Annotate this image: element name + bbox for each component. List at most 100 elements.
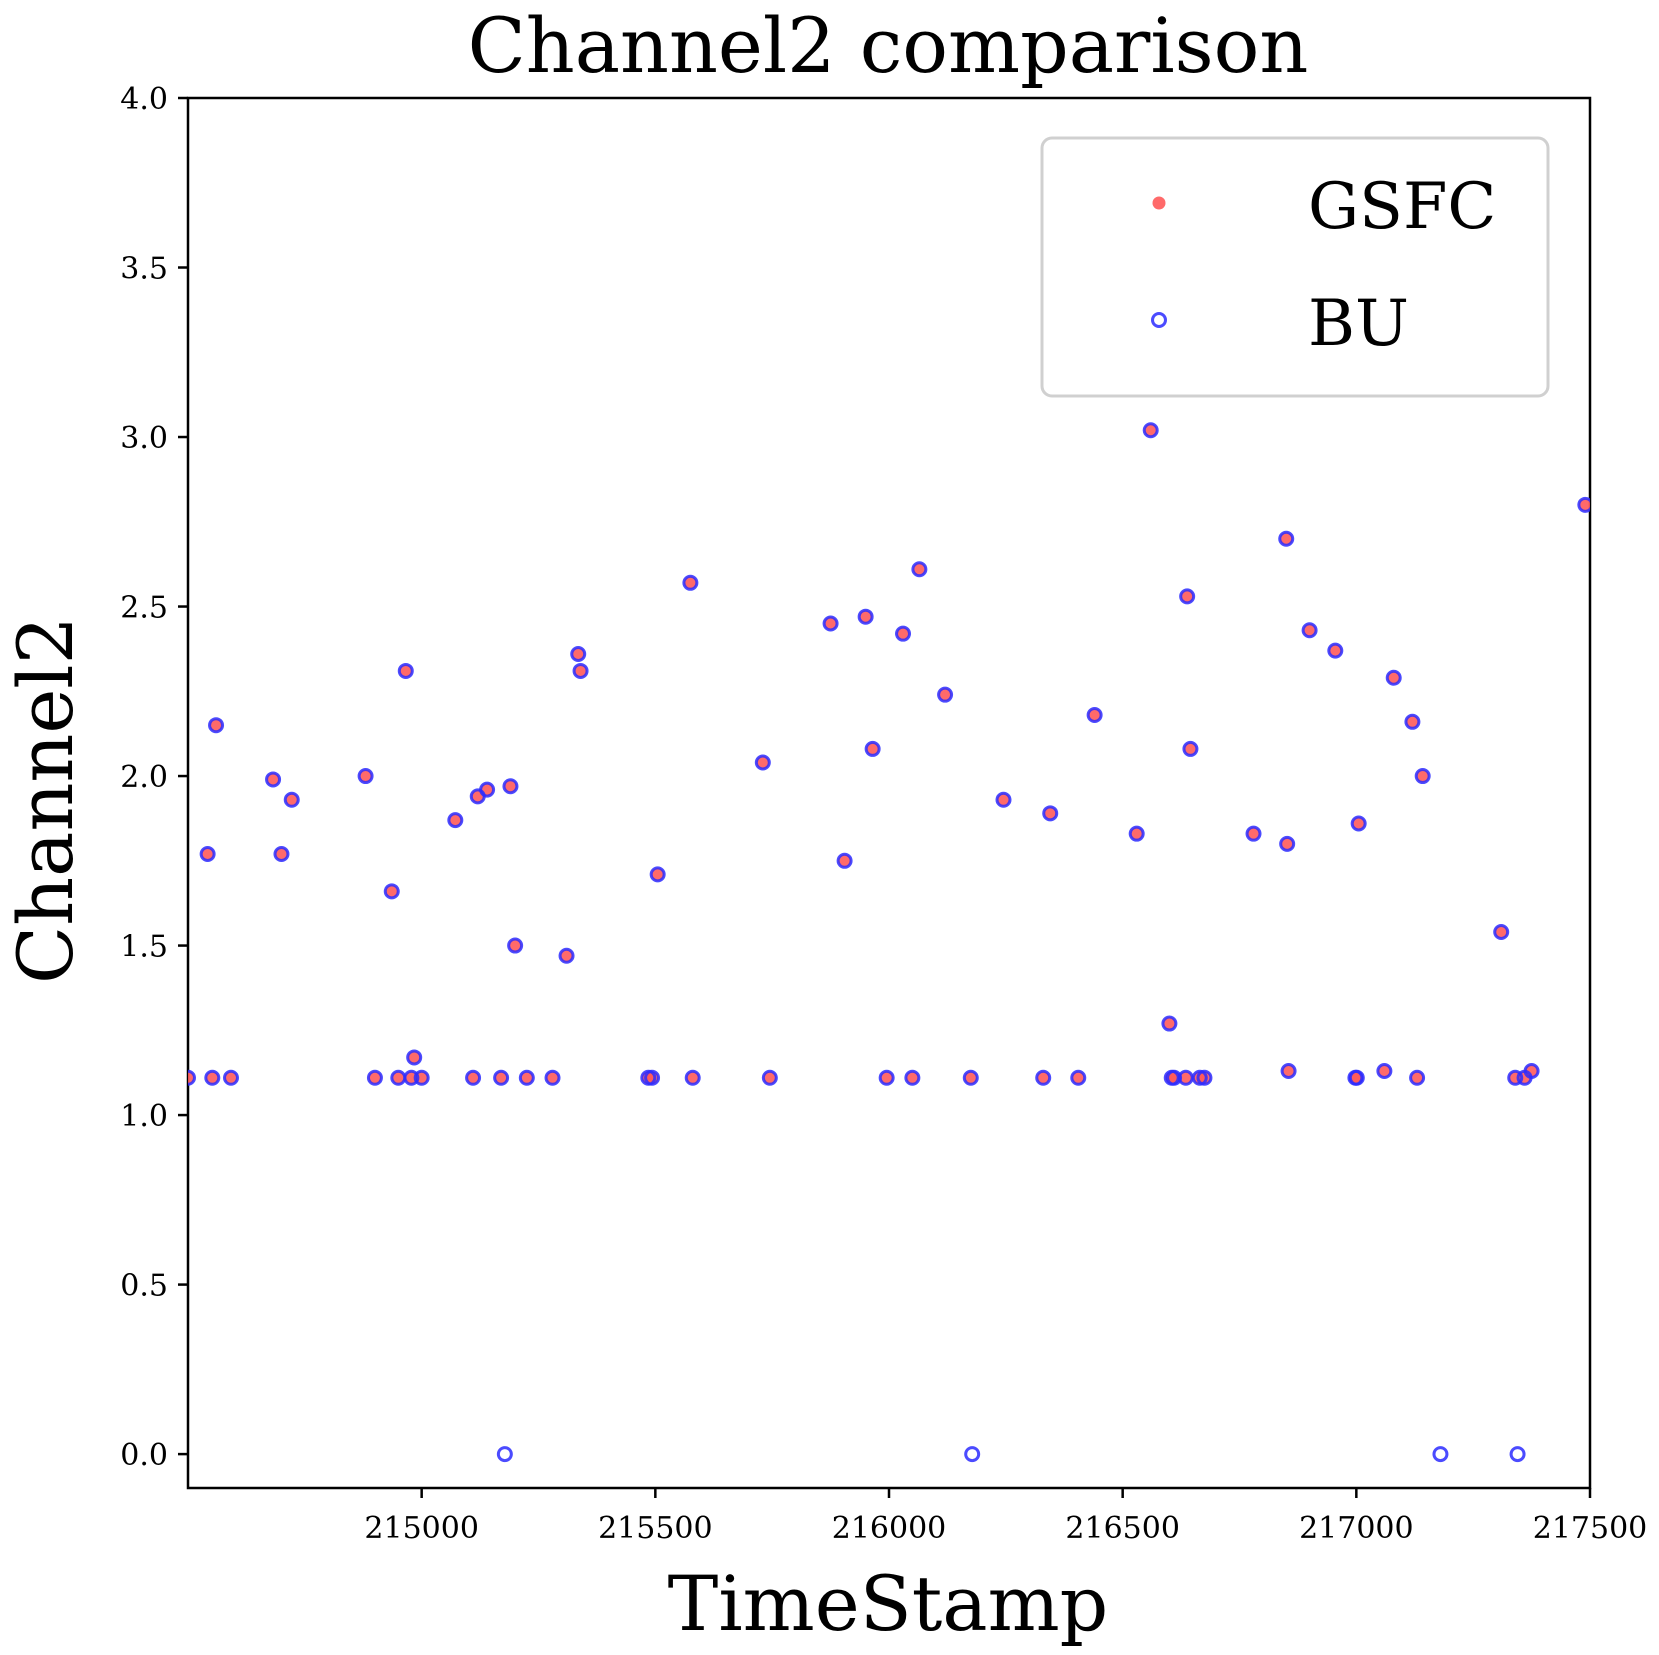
- gsfc-point: [266, 772, 280, 786]
- gsfc-point: [546, 1071, 560, 1085]
- bu-point: [493, 1069, 510, 1086]
- bu-point: [447, 812, 464, 829]
- gsfc-point: [880, 1071, 894, 1085]
- bu-point: [383, 883, 400, 900]
- bu-point: [413, 1069, 430, 1086]
- bu-point: [1280, 1063, 1297, 1079]
- legend-bu-label: BU: [1308, 287, 1409, 361]
- bu-point: [1196, 1069, 1213, 1086]
- bu-point: [1404, 713, 1421, 730]
- x-tick-label: 215000: [364, 1511, 479, 1546]
- x-tick-label: 216000: [832, 1511, 947, 1546]
- x-tick-label: 217000: [1299, 1511, 1414, 1546]
- y-tick-label: 2.0: [120, 760, 168, 795]
- y-tick-label: 3.0: [120, 421, 168, 456]
- bu-point: [1577, 496, 1590, 513]
- legend-bu-marker: [1151, 312, 1167, 328]
- gsfc-point: [274, 847, 288, 861]
- bu-point: [1350, 815, 1367, 832]
- bu-point: [265, 771, 282, 788]
- chart-title: Channel2 comparison: [468, 1, 1309, 90]
- gsfc-point: [205, 1071, 219, 1085]
- gsfc-point: [686, 1071, 700, 1085]
- gsfc-point: [996, 793, 1010, 807]
- bu-point: [895, 625, 912, 642]
- legend: GSFC BU: [1040, 136, 1550, 398]
- gsfc-point: [391, 1071, 405, 1085]
- gsfc-point: [1387, 671, 1401, 685]
- gsfc-point: [866, 742, 880, 756]
- gsfc-point: [838, 854, 852, 868]
- y-tick-label: 1.5: [120, 930, 168, 965]
- bu-point: [822, 615, 839, 632]
- bu-point: [1161, 1015, 1178, 1032]
- gsfc-point: [1352, 817, 1366, 831]
- bu-point: [1493, 924, 1510, 940]
- bu-point: [644, 1069, 661, 1086]
- bu-point: [964, 1446, 981, 1463]
- gsfc-point: [824, 616, 838, 630]
- bu-point: [857, 608, 874, 625]
- gsfc-point: [224, 1071, 238, 1085]
- bu-point: [570, 646, 587, 662]
- gsfc-point: [859, 610, 873, 624]
- gsfc-point: [1282, 1064, 1296, 1078]
- bu-point: [1327, 642, 1344, 659]
- gsfc-point: [1043, 806, 1057, 820]
- y-axis-label: Channel2: [1, 616, 90, 984]
- gsfc-point: [571, 647, 585, 661]
- x-axis-label: TimeStamp: [668, 1559, 1109, 1648]
- legend-gsfc-label: GSFC: [1308, 170, 1496, 244]
- bu-point: [1182, 740, 1199, 757]
- bu-point: [1070, 1069, 1087, 1086]
- bu-point: [1191, 1069, 1208, 1086]
- bu-point: [273, 846, 290, 863]
- gsfc-point: [574, 664, 588, 678]
- bu-point: [403, 1069, 420, 1086]
- gsfc-point: [1036, 1071, 1050, 1085]
- bu-point: [836, 852, 853, 869]
- gsfc-point: [466, 1071, 480, 1085]
- gsfc-point: [399, 664, 413, 678]
- gsfc-point: [1179, 1071, 1193, 1085]
- gsfc-point: [1247, 827, 1261, 841]
- bu-point: [366, 1069, 383, 1086]
- bu-point: [507, 937, 524, 954]
- gsfc-point: [964, 1071, 978, 1085]
- legend-gsfc-marker: [1152, 196, 1166, 210]
- gsfc-point: [912, 562, 926, 576]
- bu-point: [199, 846, 216, 863]
- gsfc-point: [651, 867, 665, 881]
- gsfc-point: [520, 1071, 534, 1085]
- gsfc-point: [1162, 1017, 1176, 1031]
- bu-point: [1035, 1069, 1052, 1086]
- markers-group: [188, 422, 1590, 1463]
- gsfc-point: [756, 755, 770, 769]
- gsfc-point: [1130, 827, 1144, 841]
- bu-point: [1086, 707, 1103, 724]
- bu-point: [1278, 530, 1295, 547]
- gsfc-point: [1303, 623, 1317, 637]
- gsfc-point: [1377, 1064, 1391, 1078]
- gsfc-point: [494, 1071, 508, 1085]
- gsfc-point: [407, 1050, 421, 1064]
- bu-point: [761, 1069, 778, 1086]
- y-tick-label: 4.0: [120, 82, 168, 117]
- x-tick-label: 217500: [1533, 1511, 1648, 1546]
- gsfc-point: [905, 1071, 919, 1085]
- plot-area: 0.0 0.5 1.0 1.5 2.0 2.5 3.0 3.5 4.0 215000 215500 2…: [120, 82, 1647, 1546]
- y-tick-label: 0.5: [120, 1269, 168, 1304]
- bu-point: [188, 1069, 196, 1086]
- y-tick-label: 0.0: [120, 1438, 168, 1473]
- bu-point: [479, 781, 496, 798]
- bu-point: [558, 947, 575, 964]
- gsfc-point: [1071, 1071, 1085, 1085]
- gsfc-point: [560, 949, 574, 963]
- bu-point: [911, 561, 928, 578]
- bu-point: [962, 1069, 979, 1086]
- bu-point: [204, 1069, 221, 1086]
- bu-point: [684, 1069, 701, 1086]
- gsfc-point: [508, 939, 522, 953]
- bu-point: [1432, 1446, 1449, 1463]
